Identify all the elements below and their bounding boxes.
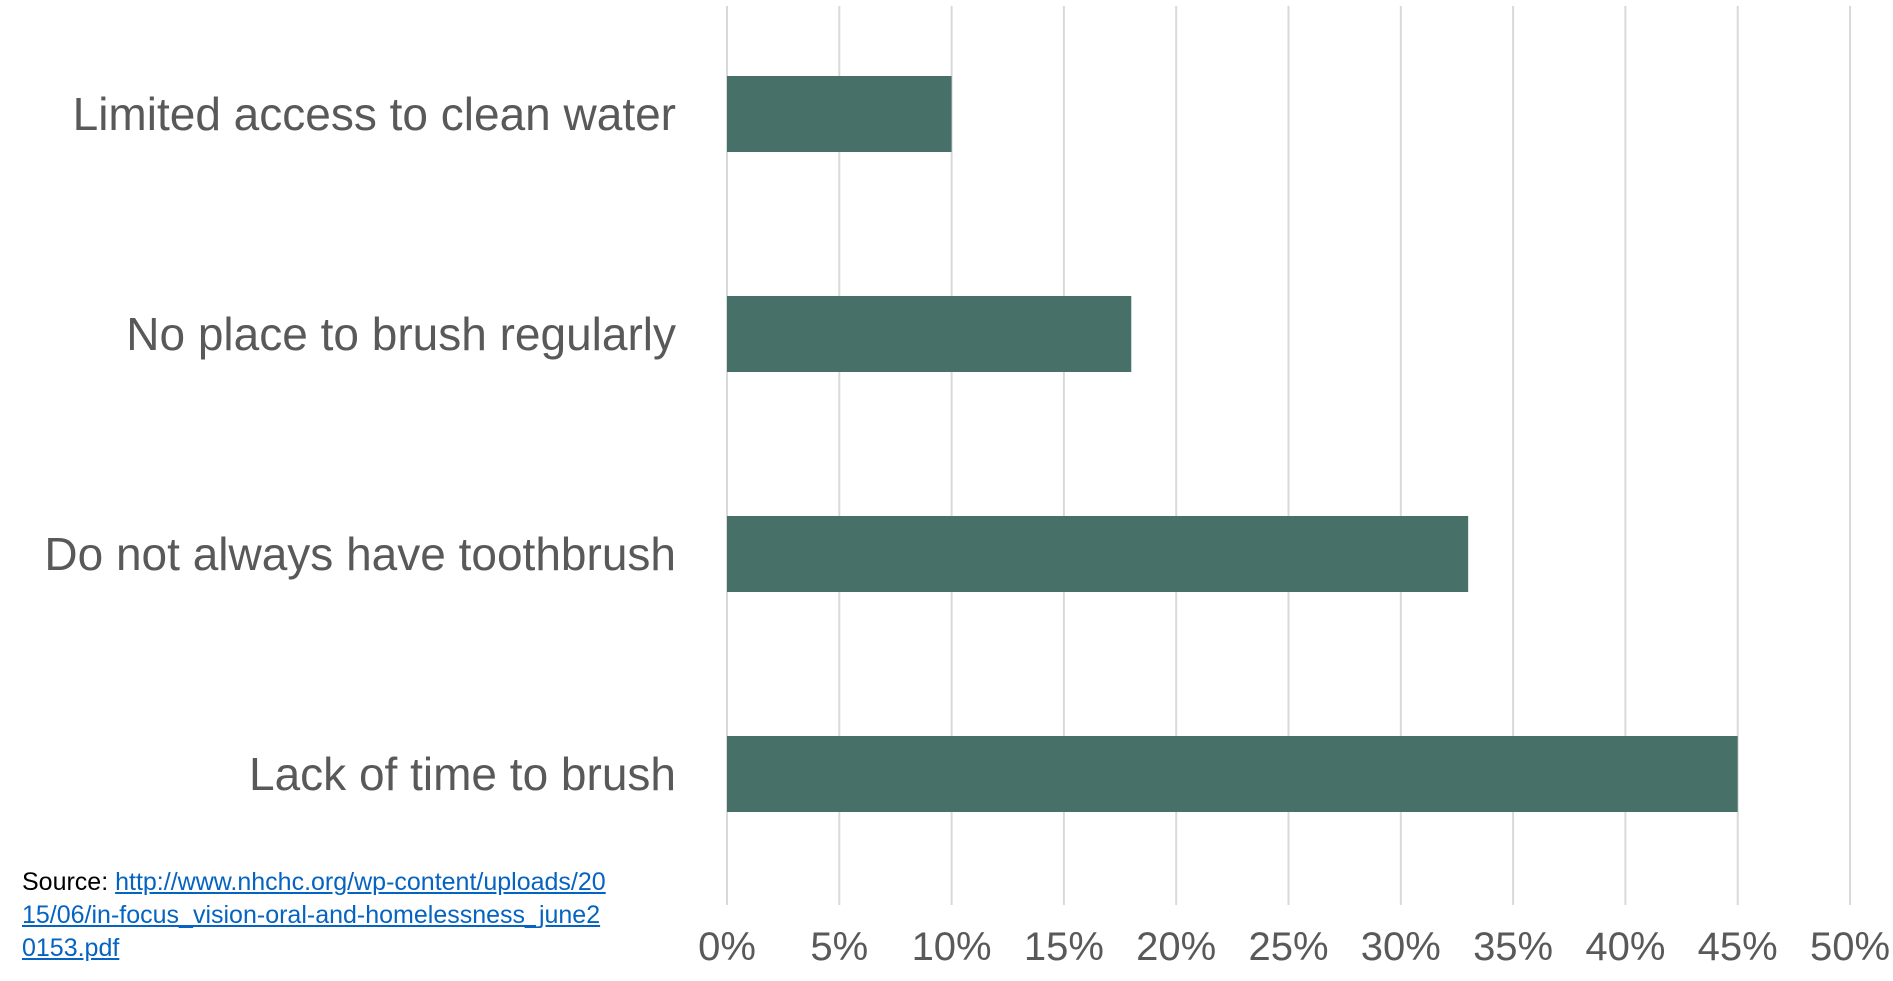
x-tick-label: 15% (1024, 925, 1104, 969)
bar (727, 296, 1132, 372)
x-tick-label: 45% (1698, 925, 1778, 969)
x-tick-label: 25% (1248, 925, 1328, 969)
source-note: Source: http://www.nhchc.org/wp-content/… (22, 866, 612, 965)
x-tick-label: 0% (698, 925, 756, 969)
x-tick-label: 50% (1810, 925, 1890, 969)
bar (727, 736, 1738, 812)
category-label: Do not always have toothbrush (44, 528, 676, 580)
bars (727, 76, 1738, 812)
x-tick-label: 30% (1361, 925, 1441, 969)
bar (727, 76, 952, 152)
source-link[interactable]: http://www.nhchc.org/wp-content/uploads/… (22, 868, 606, 962)
x-tick-label: 5% (810, 925, 868, 969)
x-tick-label: 40% (1585, 925, 1665, 969)
bar (727, 516, 1469, 592)
x-tick-label: 35% (1473, 925, 1553, 969)
x-tick-label: 20% (1136, 925, 1216, 969)
category-label: No place to brush regularly (126, 308, 676, 360)
x-tick-label: 10% (912, 925, 992, 969)
category-labels: Limited access to clean water No place to… (44, 88, 676, 800)
category-label: Lack of time to brush (249, 748, 676, 800)
x-axis-tick-labels: 0% 5% 10% 15% 20% 25% 30% 35% 40% 45% 50% (698, 925, 1890, 969)
source-prefix: Source: (22, 868, 116, 896)
category-label: Limited access to clean water (73, 88, 676, 140)
